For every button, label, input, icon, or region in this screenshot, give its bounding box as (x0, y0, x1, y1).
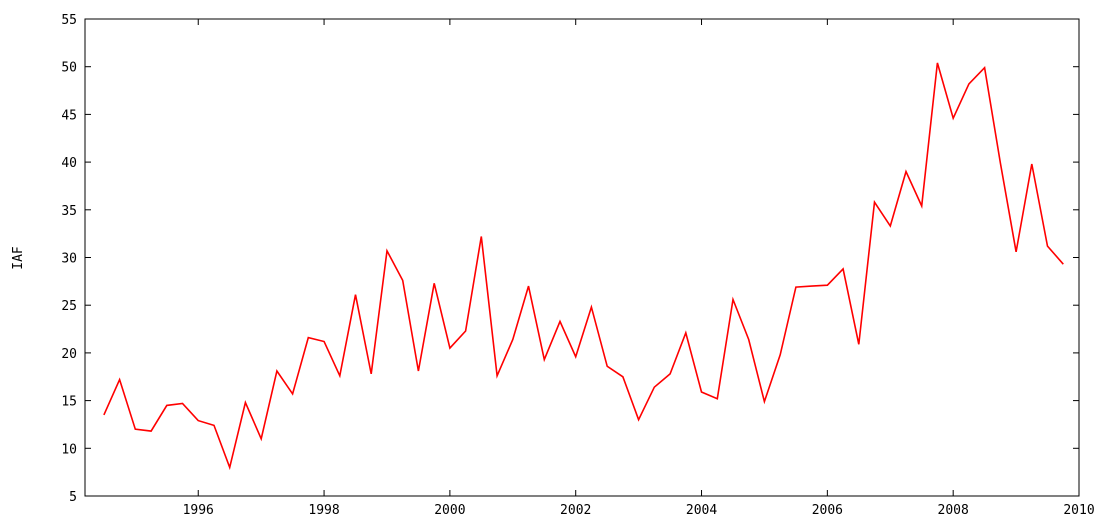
series-line (103, 62, 1064, 471)
x-tick-label: 2004 (686, 503, 717, 518)
y-tick-label: 10 (61, 442, 77, 457)
x-tick-label: 2008 (938, 503, 969, 518)
x-tick-label: 1996 (183, 503, 214, 518)
y-axis-title: IAF (11, 246, 26, 270)
y-tick-label: 20 (61, 347, 77, 362)
x-tick-label: 2000 (434, 503, 465, 518)
x-tick-label: 2002 (560, 503, 591, 518)
y-tick-label: 45 (61, 108, 77, 123)
x-tick-label: 1998 (308, 503, 339, 518)
x-tick-label: 2006 (812, 503, 843, 518)
x-tick-label: 2010 (1063, 503, 1094, 518)
y-tick-label: 15 (61, 395, 77, 410)
x-axis: 1996 1998 2000 2002 2004 2006 2008 2010 (183, 19, 1095, 518)
y-tick-label: 35 (61, 204, 77, 219)
y-axis: 5 10 15 20 25 30 35 40 45 50 55 (61, 13, 1079, 505)
y-tick-label: 50 (61, 61, 77, 76)
series-layer (103, 62, 1064, 471)
y-tick-label: 40 (61, 156, 77, 171)
y-tick-label: 55 (61, 13, 77, 28)
y-tick-label: 5 (69, 490, 77, 505)
y-tick-label: 25 (61, 299, 77, 314)
plot-frame (84, 18, 1080, 497)
y-tick-label: 30 (61, 252, 77, 267)
